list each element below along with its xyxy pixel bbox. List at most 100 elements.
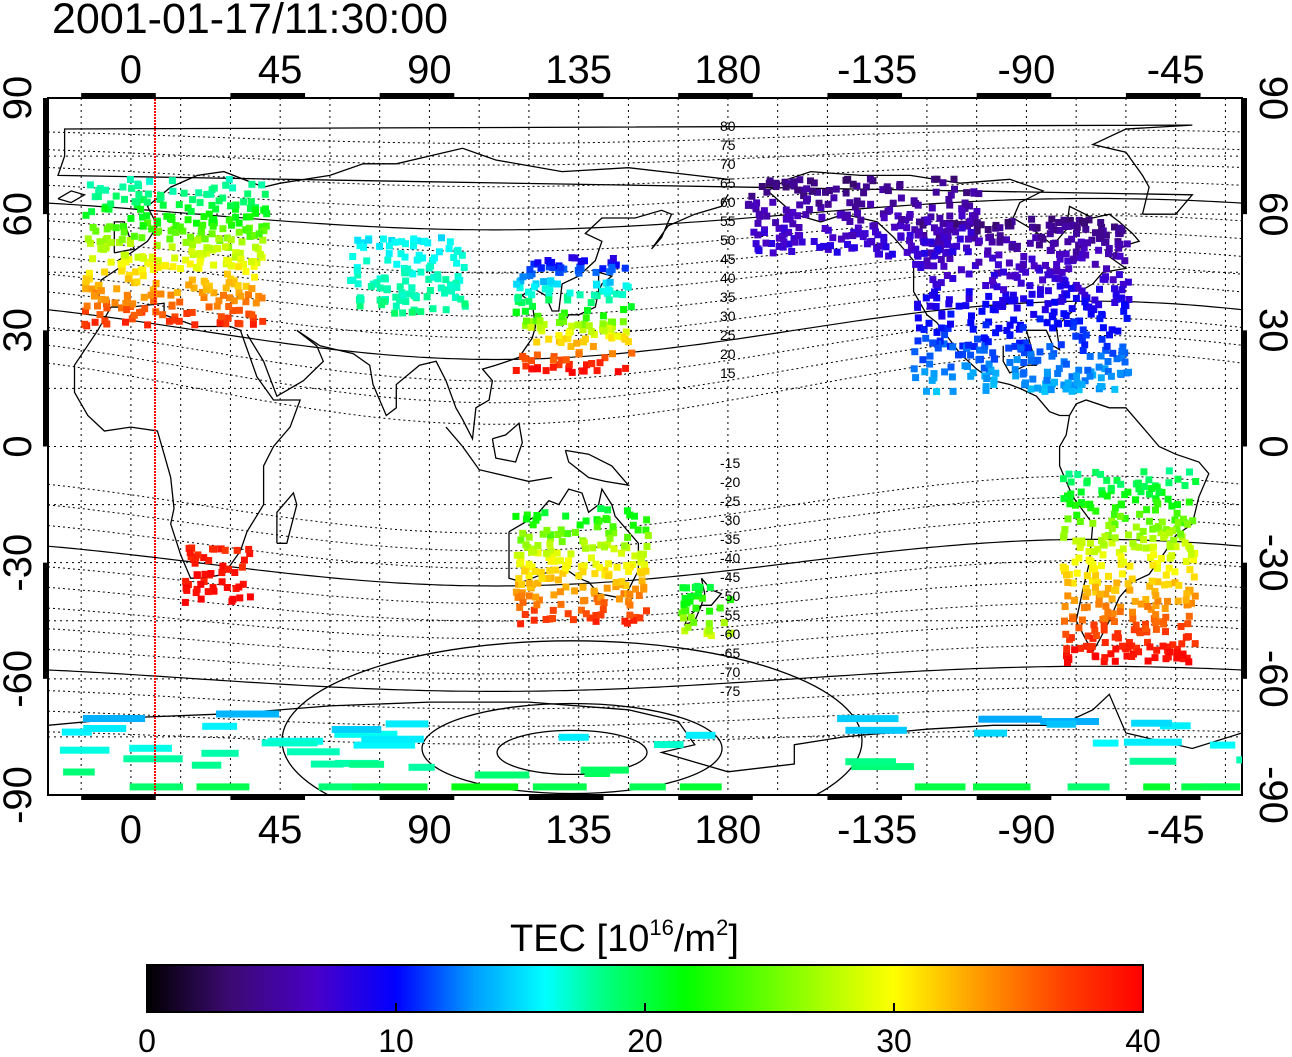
tec-cell [965,295,973,302]
tec-cell [913,251,921,258]
tec-cell [1098,223,1106,231]
tec-cell [405,290,413,298]
tec-cell [230,280,238,288]
tec-cell [1143,783,1170,791]
tec-cell [553,549,561,557]
tec-cell [637,555,645,563]
tec-cell [557,600,565,608]
tec-cell [378,301,386,309]
tec-cell [851,203,859,211]
tec-cell [1060,495,1068,503]
tec-cell [1175,581,1183,589]
tec-cell [780,238,788,246]
tec-cell [947,320,954,328]
tec-cell [1150,551,1158,559]
tec-cell [1089,519,1097,527]
axis-labels: 0 45 90 135 180 -135 -90 -450 45 90 135 180 -135 -90-… [0,48,1292,852]
tec-cell [410,239,417,247]
tec-cell [587,554,595,562]
tec-cell [927,238,935,246]
tec-cell [720,619,728,627]
tec-cell [1085,303,1093,311]
tec-cell [144,321,152,329]
tec-cell [1181,482,1189,489]
tec-cell [929,276,937,284]
tec-cell [871,222,879,230]
bottom-frame-segment [528,795,604,800]
tec-cell [577,606,585,614]
tec-cell [947,191,955,199]
tec-cell [1047,386,1055,394]
tec-cell [1125,296,1133,303]
tec-cell [1173,649,1181,657]
tec-cell [983,375,991,382]
tec-cell [83,725,127,732]
tec-cell [117,260,125,268]
tec-cell [705,620,713,628]
tec-cell [1077,238,1085,246]
tec-cell [604,286,612,294]
magnetic-contour [48,686,1242,710]
tec-cell [973,783,1031,791]
right-lat-tick-label: -30 [1251,534,1292,592]
tec-cell [807,177,814,185]
tec-cell [789,208,797,216]
tec-cell [791,238,799,246]
tec-cell [182,239,190,246]
tec-cell [1183,590,1191,598]
tec-cell [564,610,572,618]
tec-cell [1113,579,1121,587]
tec-cell [964,235,972,243]
tec-cell [1149,535,1157,542]
tec-cell [1072,332,1080,340]
tec-cell [644,532,652,539]
tec-cell [453,248,461,255]
tec-cell [939,220,947,227]
tec-cell [1096,590,1104,598]
tec-cell [985,292,993,300]
tec-cell [534,579,542,587]
tec-cell [547,557,555,565]
right-frame-segment [1242,98,1247,215]
tec-cell [392,293,400,301]
tec-cell [965,288,973,296]
tec-cell [215,297,223,305]
tec-cell [216,710,280,718]
tec-cell [86,239,94,247]
tec-cell [371,783,428,791]
tec-cell [1104,358,1112,365]
tec-cell [627,303,635,311]
tec-cell [196,250,204,257]
tec-cell [599,606,607,613]
tec-cell [227,236,235,244]
tec-cell [922,334,930,342]
tec-cell [855,230,863,238]
tec-cell [562,583,570,591]
tec-cell [1169,641,1177,649]
tec-cell [1075,386,1083,394]
tec-cell [1092,229,1099,237]
tec-cell [1075,366,1083,374]
tec-cell [967,319,975,327]
tec-cell [751,202,759,210]
tec-cell [453,283,461,291]
bottom-frame-segment [379,795,455,800]
tec-cell [941,331,949,339]
tec-cell [555,268,563,276]
tec-cell [914,303,922,311]
contour-label-north: 70 [720,156,736,172]
tec-cell [1111,534,1119,542]
tec-cell [225,279,233,287]
tec-cell [245,291,252,299]
tec-cell [679,584,687,592]
tec-cell [745,200,753,208]
tec-cell [992,301,1000,309]
tec-cell [143,212,151,220]
tec-cell [830,194,838,202]
tec-cell [978,715,1042,723]
tec-cell [188,247,196,255]
tec-cell [188,276,196,284]
tec-cell [385,720,429,728]
contour-label-north: 35 [720,289,736,305]
tec-cell [636,614,644,622]
